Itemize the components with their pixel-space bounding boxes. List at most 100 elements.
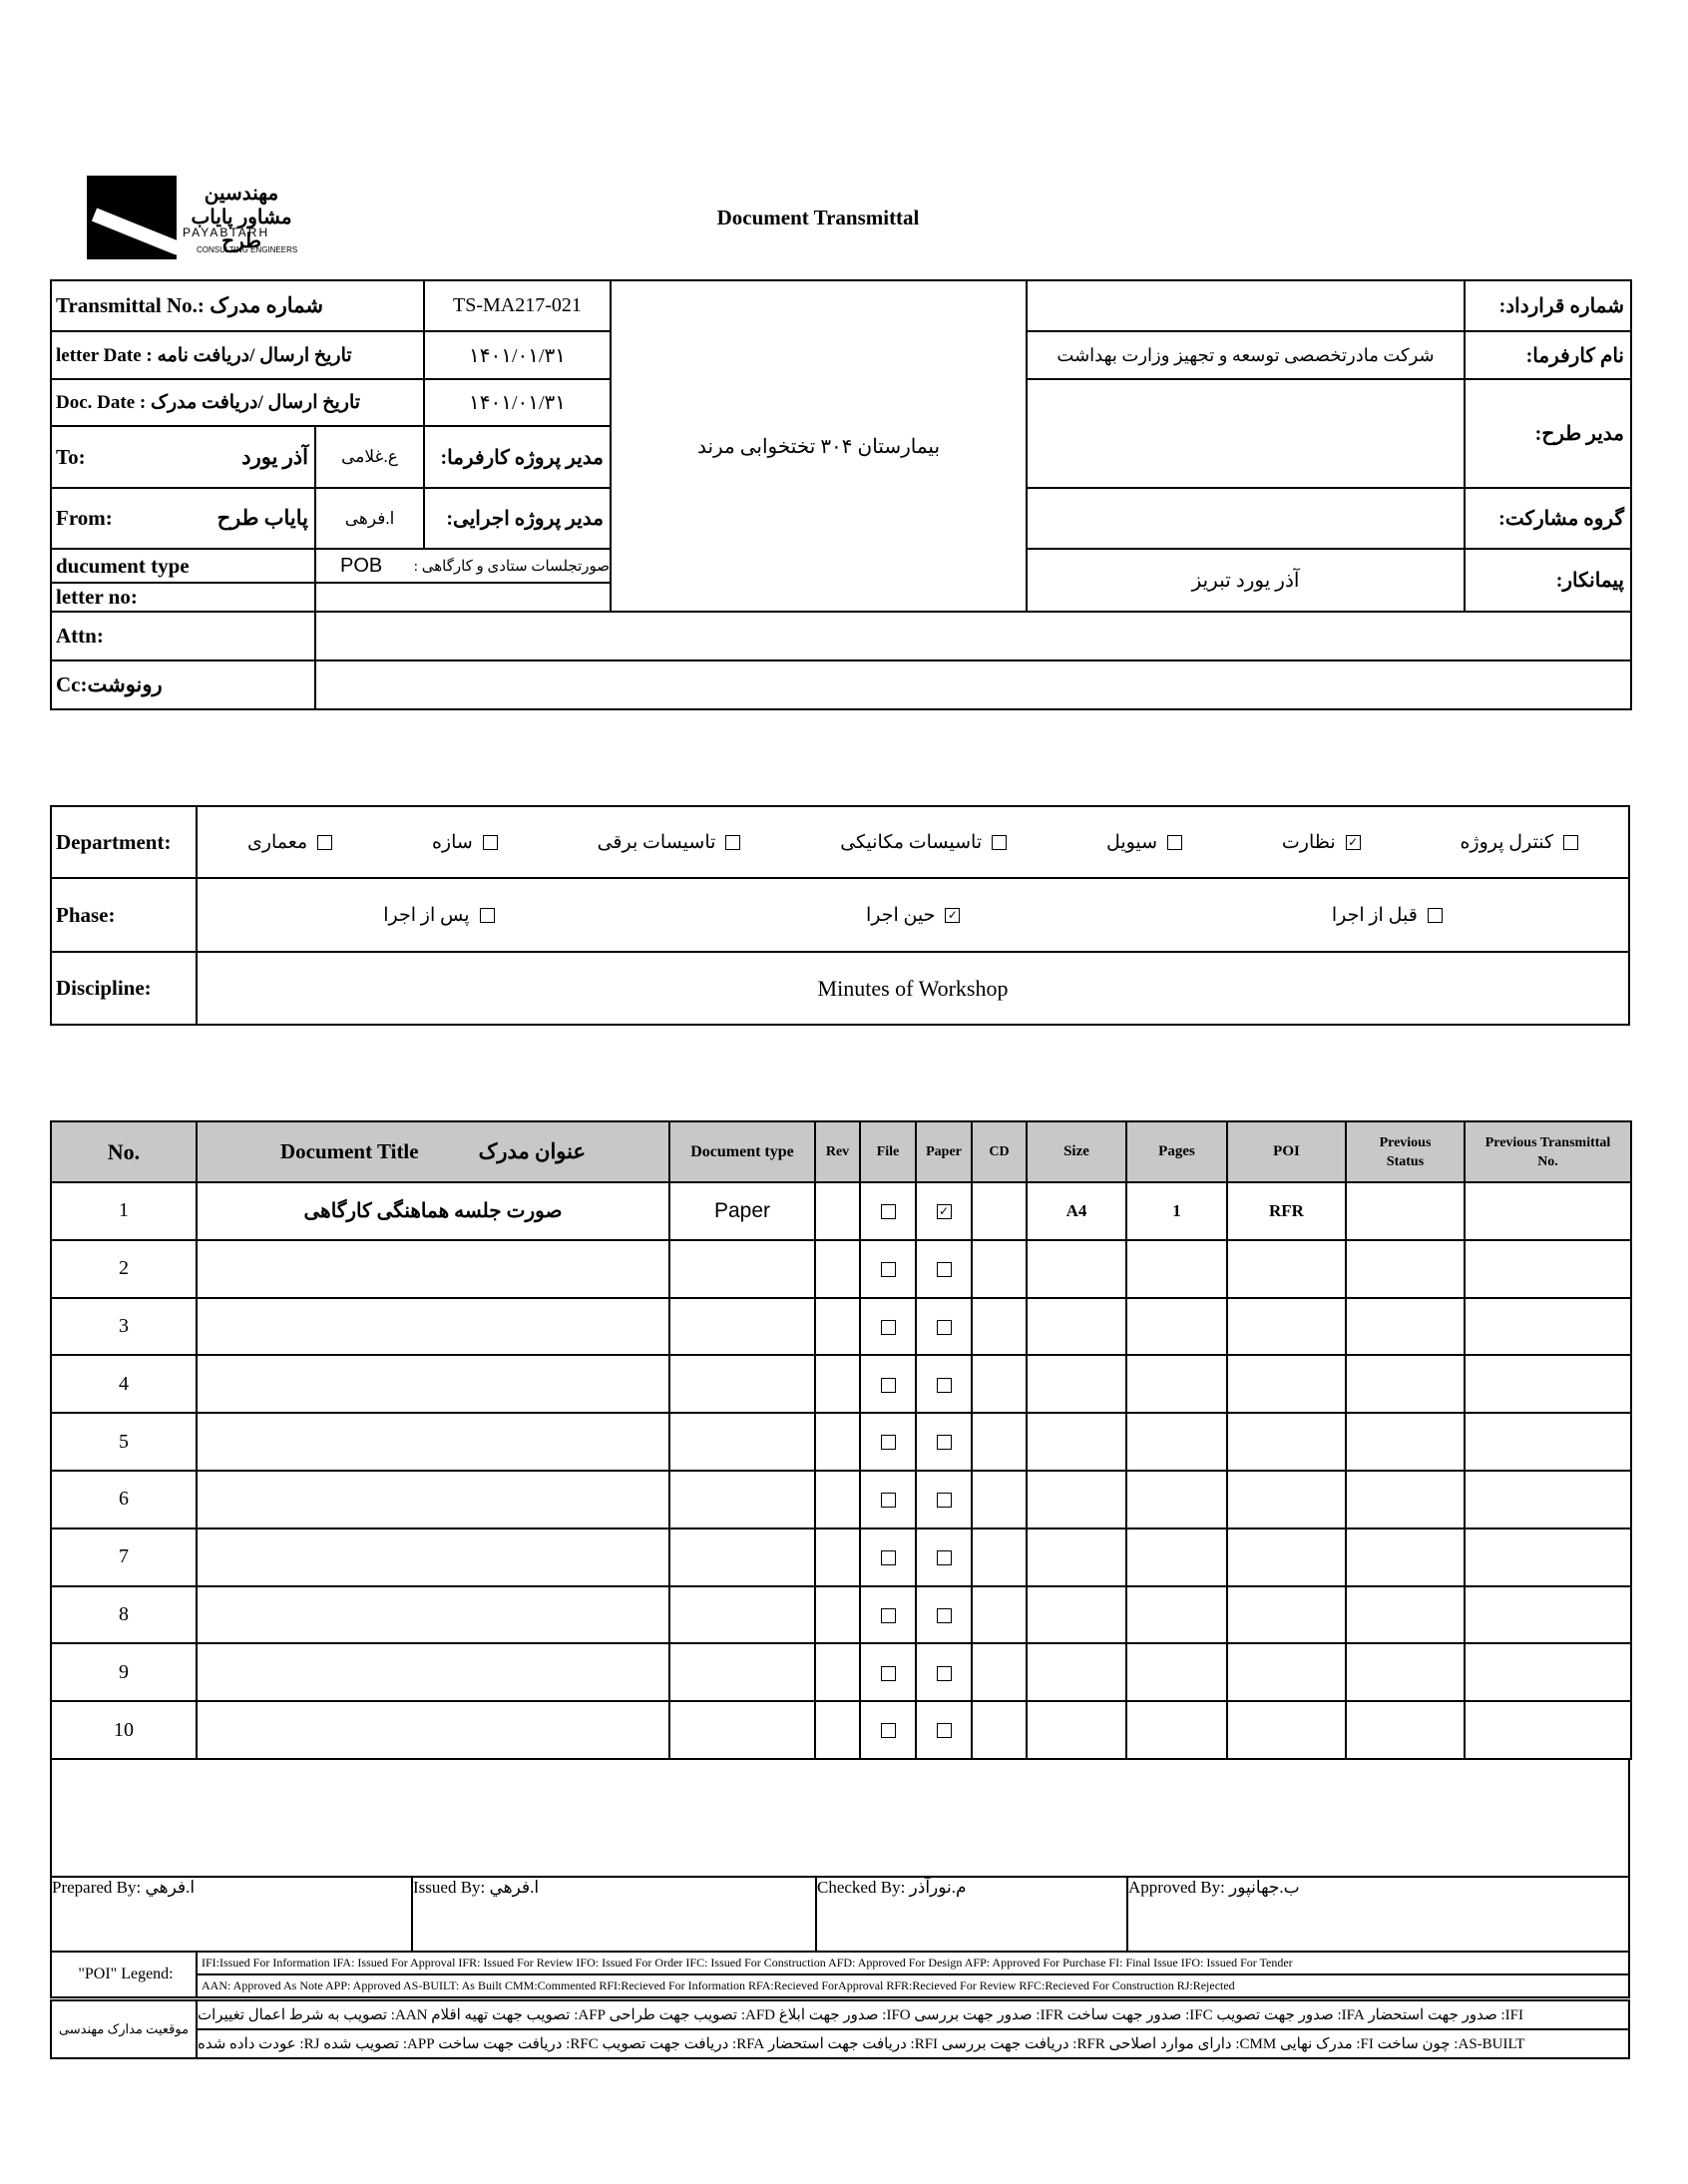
department-option[interactable]: سیویل [1105, 831, 1183, 854]
col-cd: CD [971, 1120, 1028, 1183]
cell-rev [814, 1700, 861, 1760]
phase-option[interactable]: پس از اجرا [383, 904, 495, 927]
attn-value[interactable] [314, 611, 1632, 661]
checkbox-icon[interactable]: ✓ [936, 1204, 952, 1220]
table-row: 6 [50, 1469, 1632, 1529]
checkbox-icon[interactable] [1427, 907, 1443, 923]
issued-by: Issued By: ا.فرهي [411, 1876, 817, 1953]
checkbox-icon[interactable] [880, 1550, 896, 1566]
checkbox-icon[interactable] [936, 1723, 952, 1739]
checkbox-icon[interactable] [482, 834, 498, 850]
cell-paper[interactable] [915, 1700, 973, 1760]
department-option[interactable]: تاسیسات مکانیکی [840, 831, 1008, 854]
checkbox-icon[interactable] [880, 1723, 896, 1739]
cell-cd [971, 1527, 1028, 1587]
cell-file[interactable] [859, 1181, 917, 1241]
checkbox-icon[interactable] [936, 1377, 952, 1393]
cell-no: 5 [50, 1412, 198, 1472]
checkbox-icon[interactable] [936, 1607, 952, 1623]
checkbox-icon[interactable] [936, 1435, 952, 1451]
checkbox-icon[interactable] [880, 1493, 896, 1509]
cell-cd [971, 1238, 1028, 1299]
checkbox-icon[interactable] [880, 1435, 896, 1451]
checkbox-icon[interactable] [1167, 834, 1183, 850]
phase-option[interactable]: قبل از اجرا [1332, 904, 1443, 927]
checkbox-icon[interactable] [725, 834, 741, 850]
cell-rev [814, 1642, 861, 1703]
checkbox-icon[interactable] [936, 1665, 952, 1681]
cell-paper[interactable] [915, 1296, 973, 1357]
cell-file[interactable] [859, 1412, 917, 1472]
phase-option[interactable]: ✓ حین اجرا [866, 904, 961, 927]
cell-file[interactable] [859, 1700, 917, 1760]
checkbox-icon[interactable] [317, 834, 333, 850]
cc-value[interactable] [314, 659, 1632, 710]
department-option[interactable]: سازه [432, 831, 498, 854]
department-option[interactable]: معماری [247, 831, 333, 854]
cell-rev [814, 1296, 861, 1357]
col-prev-transmittal: Previous Transmittal No. [1464, 1120, 1632, 1183]
checkbox-icon[interactable] [936, 1319, 952, 1335]
cell-pages [1125, 1469, 1228, 1529]
cell-file[interactable] [859, 1354, 917, 1415]
checkbox-icon[interactable] [992, 834, 1008, 850]
cell-paper[interactable] [915, 1527, 973, 1587]
design-manager-value [1026, 378, 1466, 489]
cell-prev-status [1345, 1238, 1466, 1299]
checkbox-icon[interactable] [936, 1262, 952, 1278]
cell-paper[interactable]: ✓ [915, 1181, 973, 1241]
cell-paper[interactable] [915, 1354, 973, 1415]
cell-paper[interactable] [915, 1238, 973, 1299]
checkbox-icon[interactable] [880, 1665, 896, 1681]
col-size: Size [1026, 1120, 1127, 1183]
from-cell: From: پایاب طرح [50, 487, 316, 550]
cell-type [668, 1412, 816, 1472]
cell-paper[interactable] [915, 1469, 973, 1529]
cell-file[interactable] [859, 1469, 917, 1529]
cell-file[interactable] [859, 1584, 917, 1645]
cell-prev-status [1345, 1584, 1466, 1645]
department-option[interactable]: ✓ نظارت [1282, 831, 1361, 854]
letter-no-value[interactable] [314, 582, 612, 613]
location-line1: IFI: صدور جهت استحضار IFA: صدور جهت تصوی… [196, 1999, 1630, 2030]
cell-size [1026, 1527, 1127, 1587]
cell-type [668, 1238, 816, 1299]
checkbox-icon[interactable]: ✓ [1345, 834, 1361, 850]
table-row: 5 [50, 1412, 1632, 1472]
letter-date-value: ۱۴۰۱/۰۱/۳۱ [423, 330, 612, 380]
checkbox-icon[interactable]: ✓ [945, 907, 961, 923]
checkbox-icon[interactable] [880, 1607, 896, 1623]
cell-type [668, 1584, 816, 1645]
cell-paper[interactable] [915, 1642, 973, 1703]
checkbox-icon[interactable] [1563, 834, 1579, 850]
cell-size: A4 [1026, 1181, 1127, 1241]
cell-pages [1125, 1412, 1228, 1472]
cell-file[interactable] [859, 1296, 917, 1357]
cell-paper[interactable] [915, 1584, 973, 1645]
department-option-label: نظارت [1281, 831, 1336, 853]
from-value: پایاب طرح [216, 506, 308, 530]
cell-size [1026, 1296, 1127, 1357]
cell-file[interactable] [859, 1238, 917, 1299]
table-row: 3 [50, 1296, 1632, 1357]
department-option[interactable]: کنترل پروژه [1460, 831, 1579, 854]
checkbox-icon[interactable] [880, 1377, 896, 1393]
cell-poi [1226, 1238, 1347, 1299]
checkbox-icon[interactable] [880, 1319, 896, 1335]
cell-file[interactable] [859, 1527, 917, 1587]
doc-date-value: ۱۴۰۱/۰۱/۳۱ [423, 378, 612, 427]
checkbox-icon[interactable] [880, 1262, 896, 1278]
checkbox-icon[interactable] [936, 1493, 952, 1509]
checkbox-icon[interactable] [936, 1550, 952, 1566]
cell-cd [971, 1642, 1028, 1703]
logo-mark [87, 176, 177, 259]
cell-paper[interactable] [915, 1412, 973, 1472]
cell-file[interactable] [859, 1642, 917, 1703]
checkbox-icon[interactable] [880, 1204, 896, 1220]
checkbox-icon[interactable] [479, 907, 495, 923]
cell-title [196, 1584, 670, 1645]
department-option-label: سازه [431, 831, 473, 853]
department-option[interactable]: تاسیسات برقی [598, 831, 741, 854]
cell-type [668, 1642, 816, 1703]
department-option-label: سیویل [1105, 831, 1158, 853]
